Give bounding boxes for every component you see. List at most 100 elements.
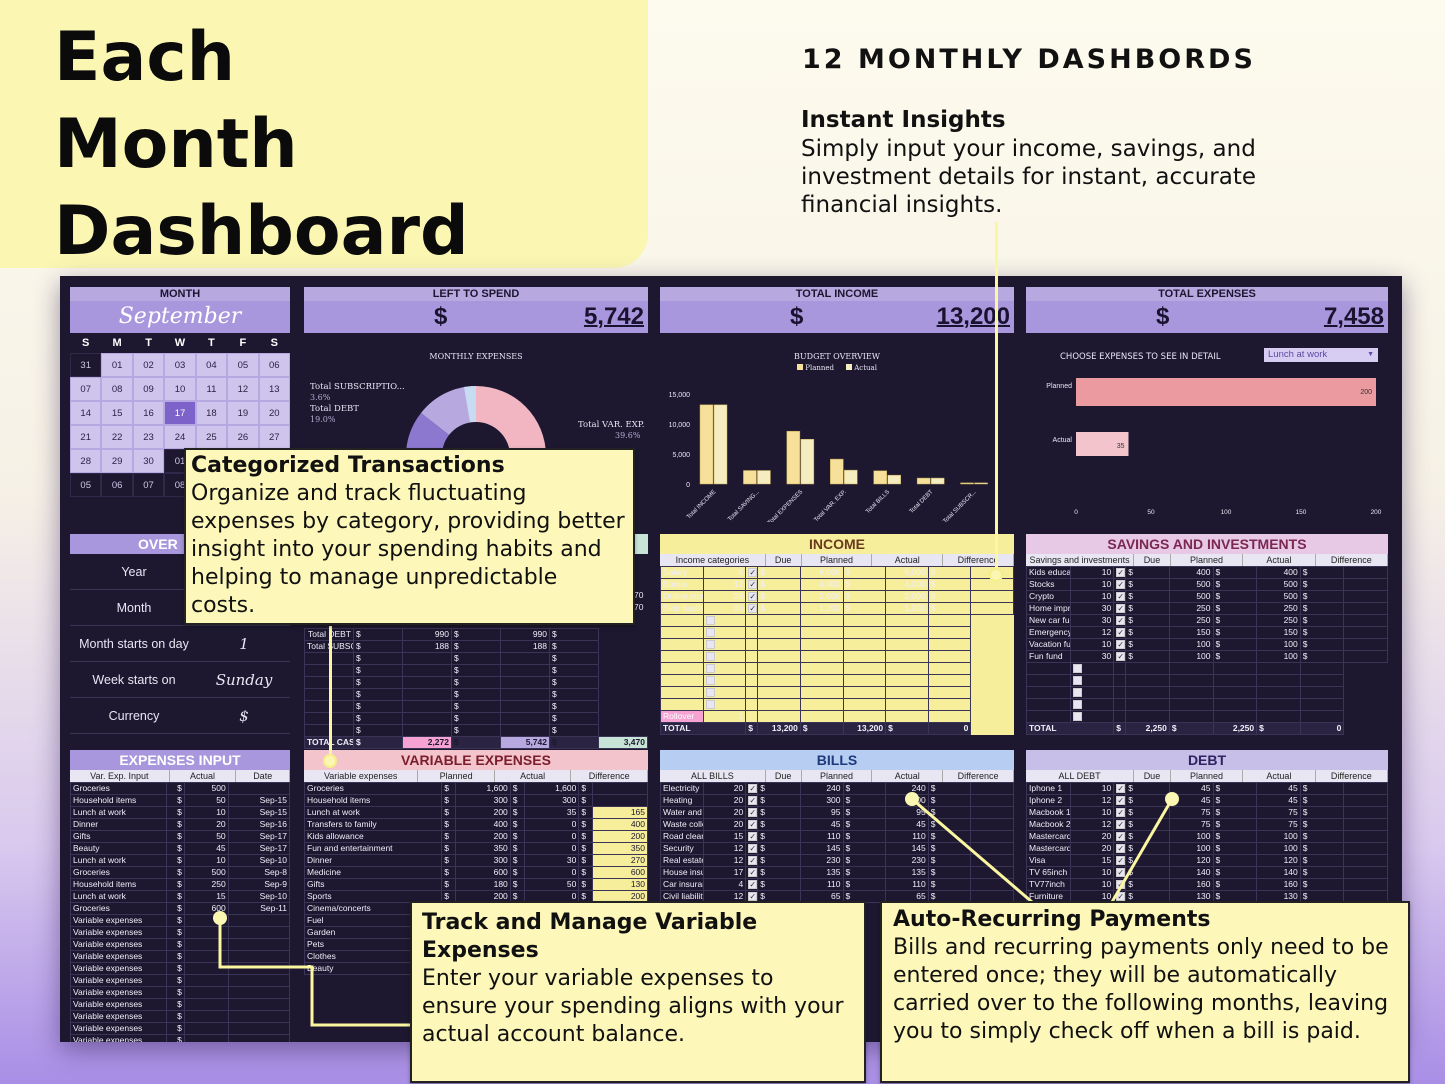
checkbox-cell[interactable]: ✓ bbox=[1113, 854, 1127, 867]
table-row: House insurance17✓$135$135$ bbox=[660, 866, 1014, 879]
check-icon[interactable]: ✓ bbox=[1116, 856, 1125, 866]
bills-title: BILLS bbox=[660, 750, 1014, 770]
check-icon[interactable]: ✓ bbox=[1116, 820, 1125, 830]
check-icon[interactable]: ✓ bbox=[1116, 616, 1125, 626]
calendar-day[interactable]: 24 bbox=[164, 425, 196, 449]
check-icon[interactable]: ✓ bbox=[1116, 784, 1125, 794]
check-icon[interactable]: ✓ bbox=[1116, 808, 1125, 818]
calendar-day[interactable]: 07 bbox=[132, 473, 165, 497]
calendar-day[interactable]: 02 bbox=[132, 353, 165, 377]
calendar-day[interactable]: 13 bbox=[258, 377, 290, 401]
calendar-day[interactable]: 19 bbox=[227, 401, 259, 425]
calendar-day[interactable]: 16 bbox=[132, 401, 165, 425]
checkbox-cell[interactable]: ✓ bbox=[1113, 866, 1127, 879]
check-icon[interactable]: ✓ bbox=[748, 796, 757, 806]
check-icon[interactable]: ✓ bbox=[1116, 580, 1125, 590]
calendar-day[interactable]: 10 bbox=[164, 377, 196, 401]
checkbox-icon[interactable] bbox=[705, 688, 715, 698]
check-icon[interactable]: ✓ bbox=[1116, 592, 1125, 602]
check-icon[interactable]: ✓ bbox=[748, 856, 757, 866]
total-cell: $ bbox=[799, 722, 844, 735]
calendar-day[interactable]: 04 bbox=[195, 353, 228, 377]
check-icon[interactable]: ✓ bbox=[748, 580, 757, 590]
calendar-day[interactable]: 06 bbox=[258, 353, 290, 377]
checkbox-icon[interactable] bbox=[1072, 712, 1082, 722]
calendar-day[interactable]: 01 bbox=[101, 353, 133, 377]
checkbox-icon[interactable] bbox=[705, 628, 715, 638]
check-icon[interactable]: ✓ bbox=[1116, 832, 1125, 842]
callout-variable-title: Track and Manage Variable Expenses bbox=[422, 910, 758, 963]
calendar-day[interactable]: 06 bbox=[101, 473, 133, 497]
check-icon[interactable]: ✓ bbox=[1116, 568, 1125, 578]
calendar-day[interactable]: 14 bbox=[70, 401, 102, 425]
check-icon[interactable]: ✓ bbox=[1116, 628, 1125, 638]
check-icon[interactable]: ✓ bbox=[748, 892, 757, 902]
date-cell[interactable] bbox=[227, 1034, 291, 1042]
check-icon[interactable]: ✓ bbox=[1116, 868, 1125, 878]
overview-value[interactable]: $ bbox=[239, 706, 249, 725]
check-icon[interactable]: ✓ bbox=[1116, 604, 1125, 614]
expense-category-select[interactable]: Variable expenses bbox=[69, 1034, 168, 1042]
calendar-day[interactable]: 29 bbox=[101, 449, 133, 473]
checkbox-cell[interactable]: ✓ bbox=[1113, 614, 1127, 627]
calendar-day[interactable]: 20 bbox=[258, 401, 290, 425]
check-icon[interactable]: ✓ bbox=[748, 568, 757, 578]
calendar-day[interactable]: 18 bbox=[195, 401, 228, 425]
checkbox-icon[interactable] bbox=[1072, 664, 1082, 674]
checkbox-cell[interactable]: ✓ bbox=[1113, 626, 1127, 639]
calendar-day[interactable]: 03 bbox=[164, 353, 196, 377]
checkbox-cell[interactable]: ✓ bbox=[1113, 578, 1127, 591]
check-icon[interactable]: ✓ bbox=[1116, 640, 1125, 650]
overview-value[interactable]: Sunday bbox=[215, 670, 273, 689]
calendar-day[interactable]: 07 bbox=[70, 377, 102, 401]
check-icon[interactable]: ✓ bbox=[748, 868, 757, 878]
checkbox-icon[interactable] bbox=[705, 700, 715, 710]
expense-select[interactable]: Lunch at work ▼ bbox=[1264, 348, 1378, 362]
calendar-day[interactable]: 05 bbox=[227, 353, 259, 377]
checkbox-cell[interactable]: ✓ bbox=[745, 590, 759, 603]
checkbox-icon[interactable] bbox=[705, 640, 715, 650]
checkbox-icon[interactable] bbox=[1072, 688, 1082, 698]
checkbox-icon[interactable] bbox=[1072, 700, 1082, 710]
calendar-day[interactable]: 08 bbox=[101, 377, 133, 401]
calendar-day[interactable]: 23 bbox=[132, 425, 165, 449]
check-icon[interactable]: ✓ bbox=[748, 880, 757, 890]
checkbox-cell[interactable]: ✓ bbox=[745, 866, 759, 879]
calendar-day[interactable]: 28 bbox=[70, 449, 102, 473]
check-icon[interactable]: ✓ bbox=[748, 832, 757, 842]
check-icon[interactable]: ✓ bbox=[748, 844, 757, 854]
checkbox-cell[interactable]: ✓ bbox=[745, 818, 759, 831]
calendar-day[interactable]: 15 bbox=[101, 401, 133, 425]
calendar-day[interactable]: 26 bbox=[227, 425, 259, 449]
checkbox-icon[interactable] bbox=[705, 676, 715, 686]
check-icon[interactable]: ✓ bbox=[748, 592, 757, 602]
calendar-day[interactable]: 30 bbox=[132, 449, 165, 473]
calendar-day[interactable]: 11 bbox=[195, 377, 228, 401]
checkbox-cell[interactable]: ✓ bbox=[1113, 782, 1127, 795]
check-icon[interactable]: ✓ bbox=[748, 808, 757, 818]
checkbox-icon[interactable] bbox=[705, 652, 715, 662]
check-icon[interactable]: ✓ bbox=[748, 784, 757, 794]
checkbox-icon[interactable] bbox=[705, 616, 715, 626]
calendar-day[interactable]: 01 bbox=[164, 449, 196, 473]
calendar-day[interactable]: 05 bbox=[70, 473, 102, 497]
calendar-day[interactable]: 22 bbox=[101, 425, 133, 449]
checkbox-icon[interactable] bbox=[705, 664, 715, 674]
checkbox-cell[interactable]: ✓ bbox=[745, 566, 759, 579]
calendar-day[interactable]: 12 bbox=[227, 377, 259, 401]
calendar-day[interactable]: 25 bbox=[195, 425, 228, 449]
checkbox-icon[interactable] bbox=[1072, 676, 1082, 686]
calendar-day[interactable]: 09 bbox=[132, 377, 165, 401]
calendar-day[interactable]: 31 bbox=[70, 353, 102, 377]
check-icon[interactable]: ✓ bbox=[1116, 844, 1125, 854]
month-name[interactable]: September bbox=[70, 301, 290, 333]
calendar-day[interactable]: 17 bbox=[164, 401, 196, 425]
check-icon[interactable]: ✓ bbox=[748, 820, 757, 830]
calendar-day[interactable]: 21 bbox=[70, 425, 102, 449]
checkbox-cell[interactable]: ✓ bbox=[745, 890, 759, 903]
checkbox-cell[interactable]: ✓ bbox=[745, 602, 759, 615]
check-icon[interactable]: ✓ bbox=[1116, 796, 1125, 806]
overview-value[interactable]: 1 bbox=[239, 634, 249, 653]
check-icon[interactable]: ✓ bbox=[748, 604, 757, 614]
check-icon[interactable]: ✓ bbox=[1116, 652, 1125, 662]
